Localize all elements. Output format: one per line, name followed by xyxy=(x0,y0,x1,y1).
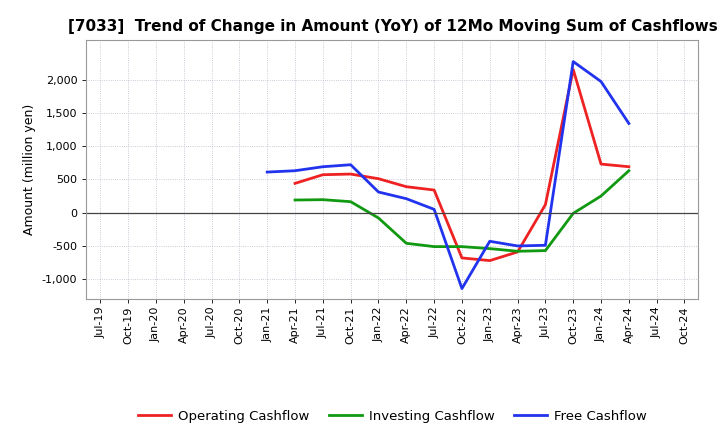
Investing Cashflow xyxy=(597,194,606,199)
Free Cashflow xyxy=(485,238,494,244)
Investing Cashflow xyxy=(541,248,550,253)
Investing Cashflow xyxy=(513,249,522,254)
Free Cashflow xyxy=(624,121,633,126)
Investing Cashflow xyxy=(346,199,355,204)
Investing Cashflow xyxy=(374,215,383,220)
Operating Cashflow xyxy=(485,258,494,263)
Investing Cashflow xyxy=(624,168,633,173)
Title: [7033]  Trend of Change in Amount (YoY) of 12Mo Moving Sum of Cashflows: [7033] Trend of Change in Amount (YoY) o… xyxy=(68,19,717,34)
Line: Free Cashflow: Free Cashflow xyxy=(267,62,629,289)
Free Cashflow xyxy=(597,79,606,84)
Free Cashflow xyxy=(541,242,550,248)
Free Cashflow xyxy=(569,59,577,64)
Operating Cashflow xyxy=(374,176,383,181)
Free Cashflow xyxy=(374,189,383,194)
Free Cashflow xyxy=(430,207,438,212)
Operating Cashflow xyxy=(513,249,522,255)
Operating Cashflow xyxy=(569,67,577,72)
Free Cashflow xyxy=(458,286,467,291)
Investing Cashflow xyxy=(318,197,327,202)
Investing Cashflow xyxy=(458,244,467,249)
Free Cashflow xyxy=(263,169,271,175)
Y-axis label: Amount (million yen): Amount (million yen) xyxy=(23,104,36,235)
Free Cashflow xyxy=(318,164,327,169)
Operating Cashflow xyxy=(402,184,410,189)
Investing Cashflow xyxy=(430,244,438,249)
Free Cashflow xyxy=(291,168,300,173)
Operating Cashflow xyxy=(291,181,300,186)
Investing Cashflow xyxy=(569,211,577,216)
Operating Cashflow xyxy=(430,187,438,193)
Free Cashflow xyxy=(513,243,522,249)
Investing Cashflow xyxy=(402,241,410,246)
Operating Cashflow xyxy=(318,172,327,177)
Free Cashflow xyxy=(402,196,410,202)
Operating Cashflow xyxy=(597,161,606,167)
Operating Cashflow xyxy=(624,164,633,169)
Free Cashflow xyxy=(346,162,355,167)
Operating Cashflow xyxy=(458,255,467,260)
Operating Cashflow xyxy=(346,172,355,177)
Investing Cashflow xyxy=(485,246,494,251)
Investing Cashflow xyxy=(291,198,300,203)
Legend: Operating Cashflow, Investing Cashflow, Free Cashflow: Operating Cashflow, Investing Cashflow, … xyxy=(133,404,652,428)
Line: Investing Cashflow: Investing Cashflow xyxy=(295,171,629,251)
Line: Operating Cashflow: Operating Cashflow xyxy=(295,70,629,260)
Operating Cashflow xyxy=(541,202,550,207)
